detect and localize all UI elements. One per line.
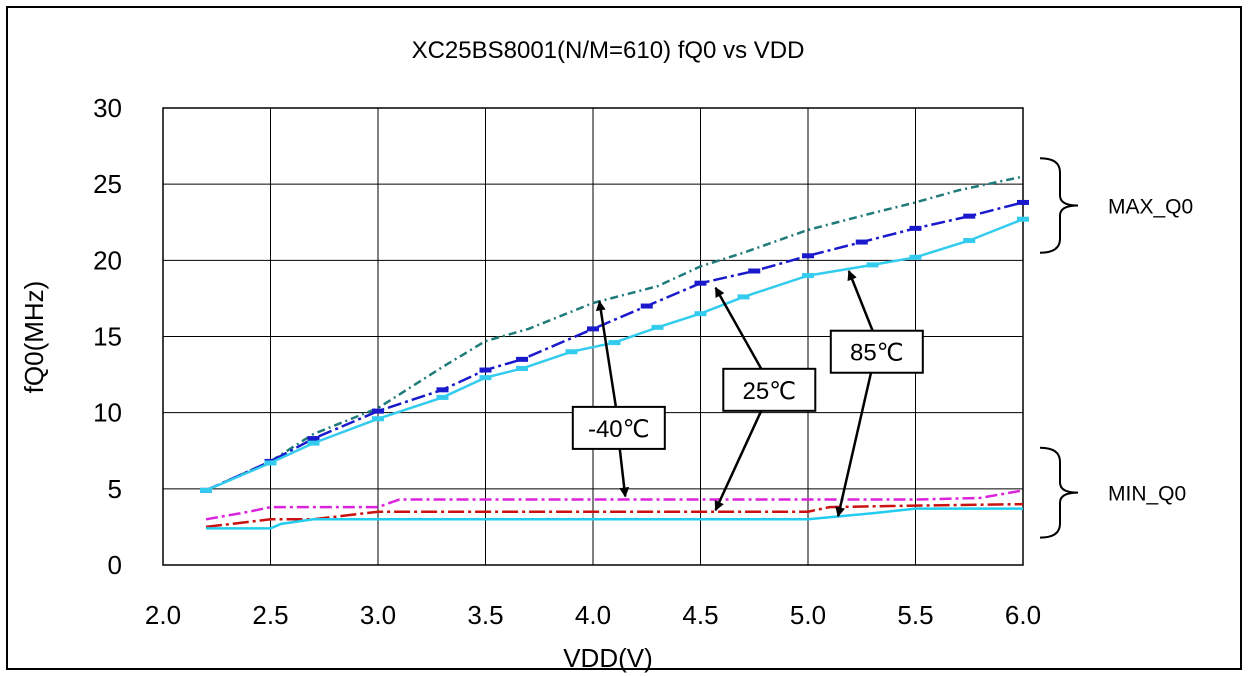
x-tick-label: 2.0 — [145, 600, 181, 630]
x-axis-ticks: 2.0 2.5 3.0 3.5 4.0 4.5 5.0 5.5 6.0 — [145, 600, 1041, 630]
series-3-point — [802, 273, 814, 279]
plot-area — [162, 107, 1024, 566]
y-axis-ticks: 0 5 10 15 20 25 30 — [93, 93, 122, 580]
callout-box — [571, 405, 666, 450]
series-3-point — [866, 262, 879, 268]
series-2-point — [516, 356, 529, 362]
series-line-1 — [205, 175, 1024, 492]
callout-arrow — [714, 410, 763, 512]
series-3-point — [608, 340, 621, 346]
series-2-point — [372, 408, 384, 414]
series-3-point — [516, 365, 529, 371]
callout-arrow — [714, 286, 763, 370]
x-axis-label: VDD(V) — [563, 643, 653, 673]
series-3-point — [372, 416, 384, 422]
series-2-point — [855, 239, 868, 245]
series-2-point — [587, 326, 599, 332]
callout-arrow — [618, 448, 630, 498]
group-brace — [1039, 446, 1079, 539]
callout-label: 25℃ — [742, 378, 796, 405]
series-3-point — [307, 440, 320, 446]
series-3-point — [565, 349, 578, 355]
series-2-point — [909, 225, 922, 231]
series-3-point — [737, 294, 750, 300]
series-3-point — [694, 311, 707, 317]
y-tick-label: 15 — [93, 322, 122, 352]
series-2-point — [640, 303, 653, 309]
callout-layer: -40℃ 25℃ 85℃ — [571, 270, 924, 518]
y-tick-label: 10 — [93, 398, 122, 428]
callout-box — [829, 329, 924, 374]
series-2-point — [307, 436, 320, 442]
series-2-point — [694, 280, 707, 286]
series-line-2 — [205, 201, 1024, 492]
chart-title: XC25BS8001(N/M=610) fQ0 vs VDD — [412, 37, 805, 64]
series-line-5 — [205, 502, 1024, 529]
series-2-point — [479, 367, 492, 373]
series-3-point — [909, 254, 922, 260]
series-2-point — [963, 213, 976, 219]
y-tick-label: 30 — [93, 93, 122, 123]
series-3-point — [479, 375, 492, 381]
group-brace — [1039, 157, 1079, 254]
callout-box — [722, 367, 817, 412]
series-3-point — [436, 394, 449, 400]
series-layer — [200, 175, 1029, 530]
series-line-6 — [206, 507, 1023, 530]
x-tick-label: 2.5 — [252, 600, 288, 630]
y-axis-label: fQ0(MHz) — [19, 281, 49, 394]
y-tick-label: 0 — [108, 550, 122, 580]
series-line-4 — [205, 489, 1024, 521]
series-3-point — [651, 324, 664, 330]
series-2-point — [748, 268, 761, 274]
x-tick-label: 5.0 — [790, 600, 826, 630]
y-tick-label: 5 — [108, 474, 122, 504]
x-tick-label: 3.5 — [467, 600, 503, 630]
x-tick-label: 5.5 — [897, 600, 933, 630]
series-2-point — [802, 253, 814, 259]
series-3-point — [264, 460, 277, 466]
callout-arrow — [835, 372, 873, 518]
group-layer: MAX_Q0 MIN_Q0 — [1039, 157, 1193, 539]
callout-arrow — [595, 300, 618, 408]
callout-arrow — [847, 270, 874, 332]
series-2-point — [1017, 199, 1029, 205]
y-tick-label: 25 — [93, 169, 122, 199]
y-tick-label: 20 — [93, 245, 122, 275]
series-3-point — [963, 238, 976, 244]
x-tick-label: 3.0 — [360, 600, 396, 630]
group-label: MAX_Q0 — [1108, 195, 1193, 218]
callout-label: -40℃ — [588, 416, 650, 443]
series-3-point — [1017, 216, 1029, 222]
x-tick-label: 4.5 — [682, 600, 718, 630]
x-tick-label: 4.0 — [575, 600, 611, 630]
series-2-point — [436, 387, 449, 393]
callout-label: 85℃ — [850, 340, 904, 367]
group-label: MIN_Q0 — [1108, 483, 1186, 506]
series-3-point — [200, 487, 212, 493]
x-tick-label: 6.0 — [1005, 600, 1041, 630]
